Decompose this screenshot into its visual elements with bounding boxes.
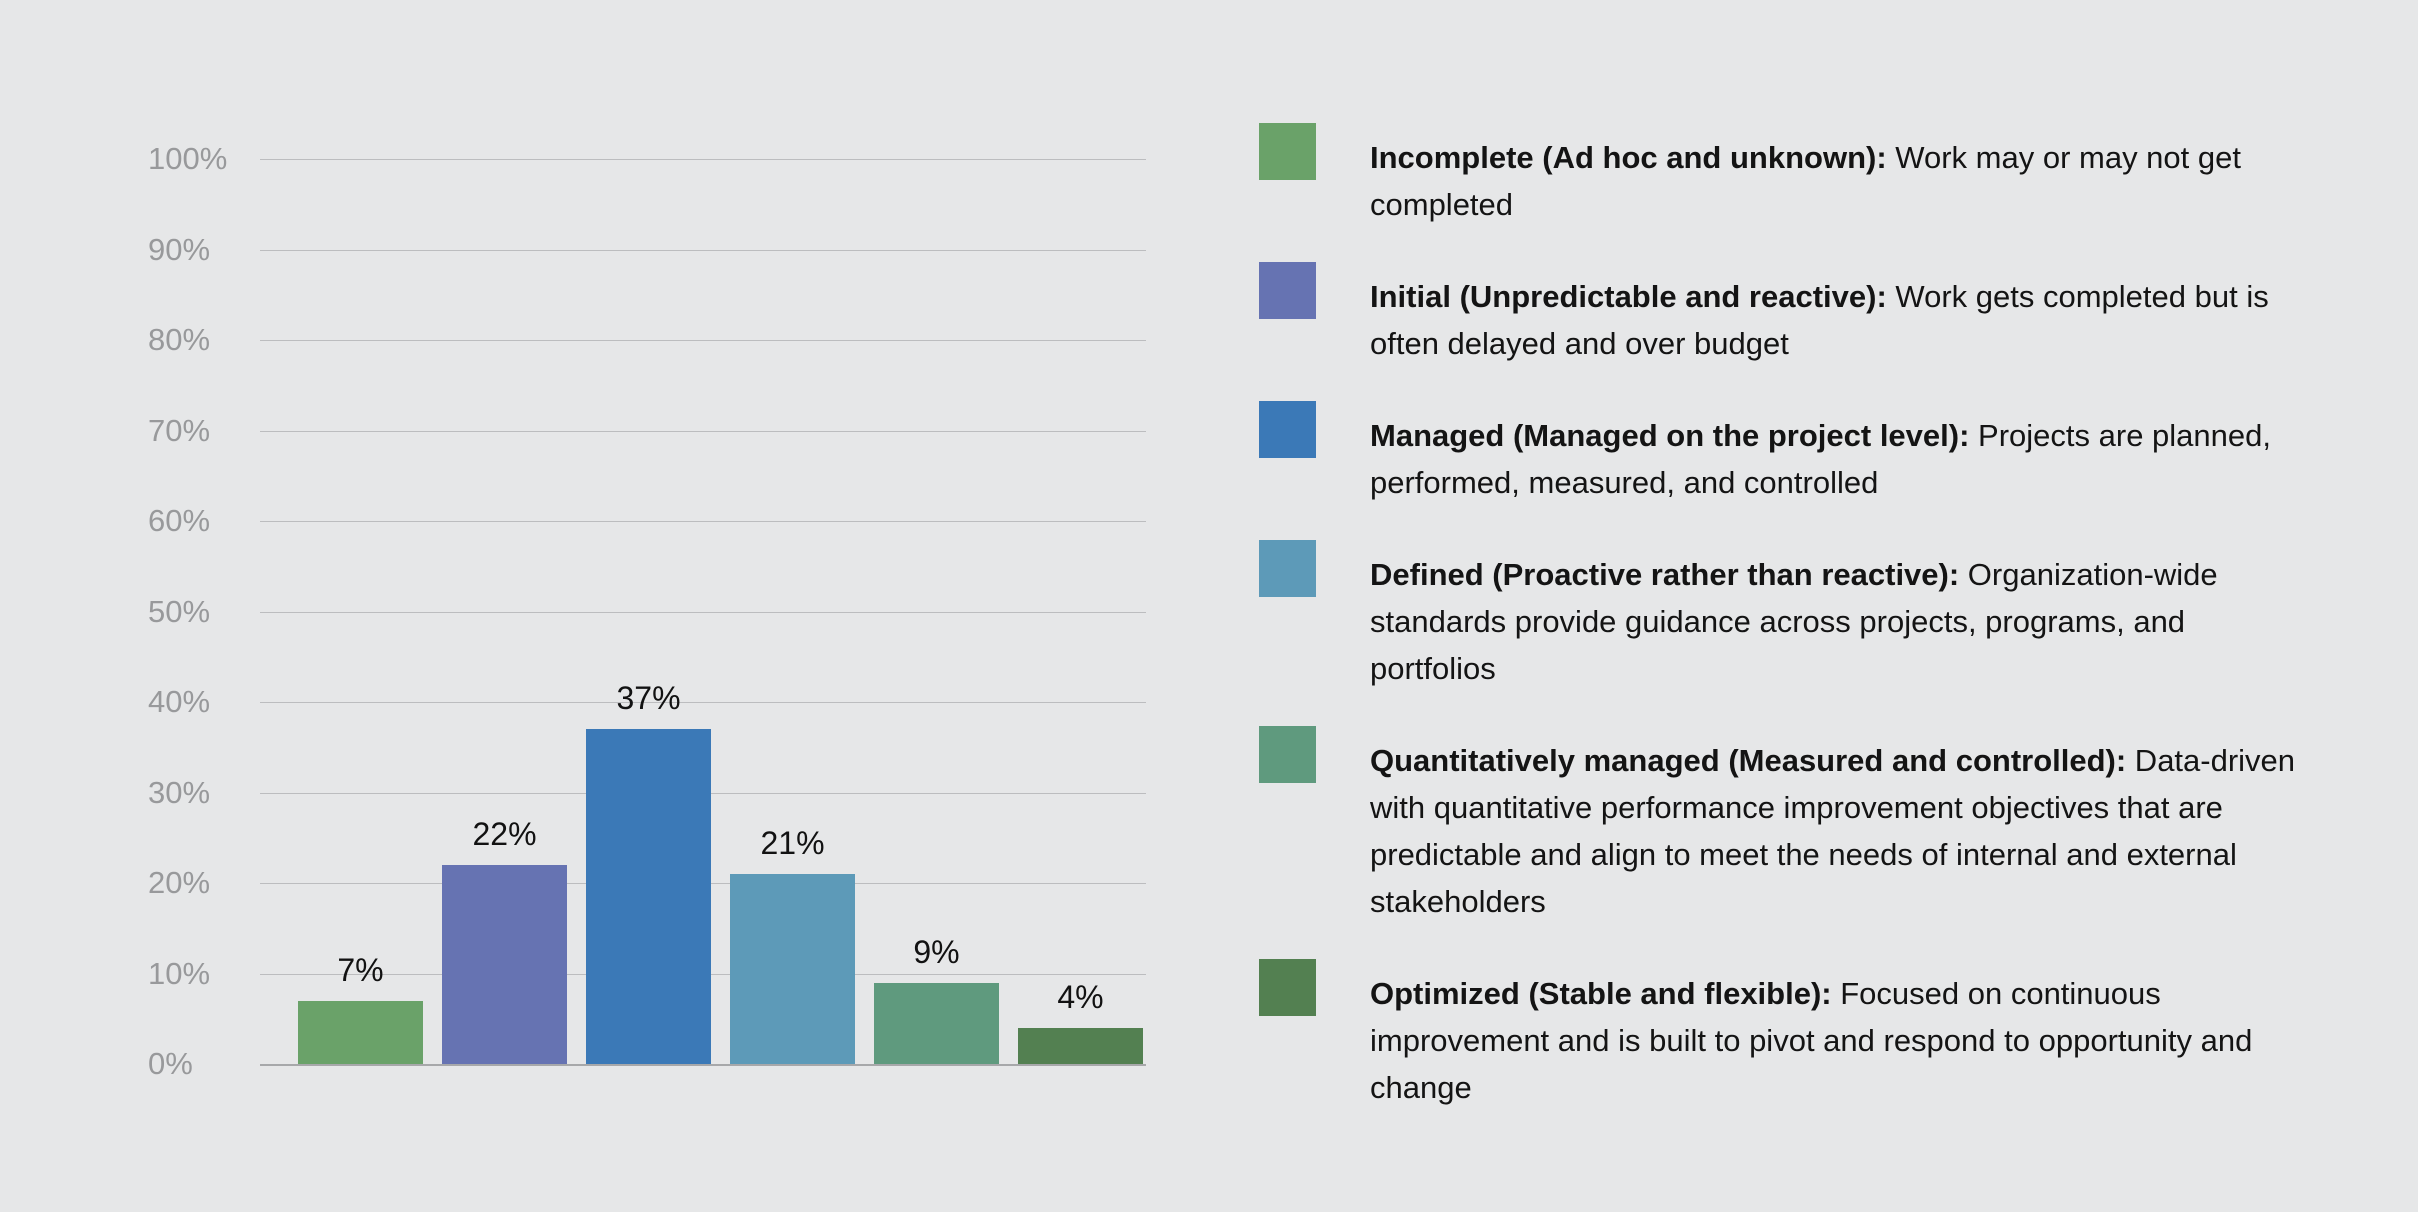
legend-item-incomplete: Incomplete (Ad hoc and unknown): Work ma…	[1259, 123, 2329, 228]
legend-swatch-incomplete	[1259, 123, 1316, 180]
legend-item-defined: Defined (Proactive rather than reactive)…	[1259, 540, 2329, 692]
gridline	[260, 702, 1146, 703]
bar-value-label: 9%	[913, 933, 960, 970]
bar-rect-optimized	[1018, 1027, 1143, 1064]
legend-description: Organization-wide standards provide guid…	[1370, 557, 2218, 686]
legend-text-quantitatively-managed: Quantitatively managed (Measured and con…	[1370, 737, 2310, 925]
legend-text-defined: Defined (Proactive rather than reactive)…	[1370, 551, 2310, 692]
bar-rect-managed	[586, 729, 711, 1064]
legend-item-optimized: Optimized (Stable and flexible): Focused…	[1259, 959, 2329, 1111]
legend-swatch-initial	[1259, 262, 1316, 319]
bar-rect-quantitatively-managed	[874, 982, 999, 1064]
legend-text-incomplete: Incomplete (Ad hoc and unknown): Work ma…	[1370, 134, 2310, 228]
legend-item-quantitatively-managed: Quantitatively managed (Measured and con…	[1259, 726, 2329, 925]
y-tick-label: 20%	[148, 865, 211, 900]
bar-defined: 21%	[730, 825, 855, 1064]
legend-swatch-defined	[1259, 540, 1316, 597]
bar-rect-incomplete	[298, 1000, 423, 1064]
bar-value-label: 7%	[337, 951, 384, 988]
legend-description: Data-driven with quantitative performanc…	[1370, 743, 2296, 919]
y-tick-label: 60%	[148, 503, 211, 538]
legend-item-managed: Managed (Managed on the project level): …	[1259, 401, 2329, 506]
gridline	[260, 340, 1146, 341]
bar-value-label: 4%	[1057, 978, 1104, 1015]
bar-value-label: 37%	[616, 680, 681, 717]
legend-item-initial: Initial (Unpredictable and reactive): Wo…	[1259, 262, 2329, 367]
y-tick-label: 30%	[148, 774, 211, 810]
legend: Incomplete (Ad hoc and unknown): Work ma…	[1259, 123, 2329, 1111]
bar-value-label: 22%	[472, 815, 537, 852]
legend-term: Quantitatively managed (Measured and con…	[1370, 743, 2127, 778]
legend-term: Optimized (Stable and flexible):	[1370, 976, 1832, 1011]
legend-term: Managed (Managed on the project level):	[1370, 418, 1970, 453]
legend-description: Focused on continuous improvement and is…	[1370, 976, 2253, 1105]
bar-value-label: 21%	[760, 824, 825, 861]
x-axis-baseline	[260, 1064, 1146, 1066]
gridline	[260, 249, 1146, 251]
legend-term: Defined (Proactive rather than reactive)…	[1370, 557, 1960, 592]
y-tick-label: 90%	[148, 231, 211, 267]
bar-managed: 37%	[586, 680, 711, 1064]
bar-group: 7% 22% 37% 21% 9% 4%	[298, 680, 1143, 1064]
bar-initial: 22%	[442, 816, 567, 1064]
bar-quantitatively-managed: 9%	[874, 934, 999, 1064]
legend-swatch-quantitatively-managed	[1259, 726, 1316, 783]
legend-text-initial: Initial (Unpredictable and reactive): Wo…	[1370, 273, 2310, 367]
legend-term: Initial (Unpredictable and reactive):	[1370, 279, 1887, 314]
legend-term: Incomplete (Ad hoc and unknown):	[1370, 140, 1887, 175]
gridline	[260, 611, 1146, 613]
y-tick-label: 40%	[148, 684, 211, 719]
bar-incomplete: 7%	[298, 952, 423, 1064]
y-tick-label: 70%	[148, 412, 211, 448]
y-tick-label: 0%	[148, 1046, 193, 1081]
gridline	[260, 521, 1146, 522]
bar-rect-defined	[730, 873, 855, 1064]
y-tick-label: 10%	[148, 955, 211, 991]
gridline	[260, 159, 1146, 160]
y-tick-label: 80%	[148, 322, 211, 357]
y-tick-label: 100%	[148, 141, 228, 176]
legend-text-optimized: Optimized (Stable and flexible): Focused…	[1370, 970, 2310, 1111]
legend-description: Work gets completed but is often delayed…	[1370, 279, 2269, 361]
legend-swatch-optimized	[1259, 959, 1316, 1016]
bar-rect-initial	[442, 864, 567, 1064]
plot-area: 7% 22% 37% 21% 9% 4%	[260, 159, 1146, 1066]
bar-optimized: 4%	[1018, 979, 1143, 1064]
y-tick-label: 50%	[148, 593, 211, 629]
legend-description: Projects are planned, performed, measure…	[1370, 418, 2271, 500]
gridline	[260, 430, 1146, 432]
legend-swatch-managed	[1259, 401, 1316, 458]
legend-text-managed: Managed (Managed on the project level): …	[1370, 412, 2310, 506]
legend-description: Work may or may not get completed	[1370, 140, 2241, 222]
